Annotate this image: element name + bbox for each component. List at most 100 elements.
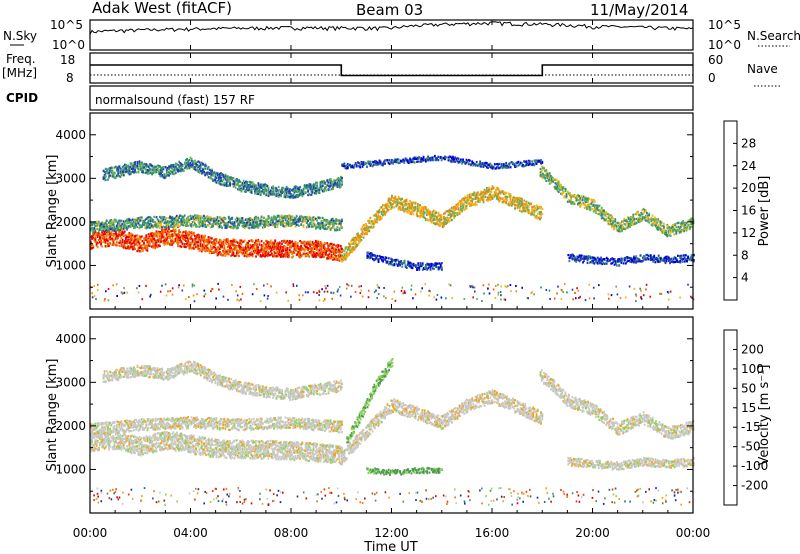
heatmap-cell	[311, 240, 314, 244]
heatmap-cell	[230, 226, 232, 229]
heatmap-cell	[309, 193, 312, 196]
heatmap-cell	[368, 230, 371, 233]
heatmap-cell	[113, 233, 116, 237]
heatmap-cell	[246, 187, 248, 190]
heatmap-cell	[292, 222, 295, 226]
heatmap-cell	[120, 169, 123, 172]
heatmap-cell	[343, 162, 346, 165]
heatmap-cell	[185, 224, 187, 227]
station-title: Adak West (fitACF)	[92, 0, 232, 17]
heatmap-cell	[180, 168, 183, 171]
heatmap-cell	[209, 244, 212, 247]
heatmap-cell	[112, 241, 115, 244]
heatmap-cell	[231, 178, 234, 181]
beam-title: Beam 03	[356, 1, 423, 19]
heatmap-cell	[301, 195, 304, 198]
heatmap-cell	[479, 200, 481, 203]
heatmap-cell	[177, 233, 179, 236]
heatmap-cell	[272, 255, 274, 258]
heatmap-cell	[105, 227, 108, 230]
heatmap-cell	[232, 222, 235, 225]
heatmap-cell	[309, 251, 312, 254]
heatmap-cell	[200, 234, 203, 237]
heatmap-cell	[415, 212, 418, 215]
heatmap-cell	[325, 227, 327, 230]
heatmap-cell	[152, 245, 154, 248]
heatmap-cell	[312, 225, 315, 228]
heatmap-cell	[205, 238, 208, 241]
heatmap-cell	[164, 230, 167, 233]
heatmap-cell	[216, 250, 219, 253]
heatmap-cell	[235, 216, 238, 219]
heatmap-cell	[127, 236, 130, 239]
heatmap-cell	[187, 237, 189, 240]
heatmap-cell	[187, 234, 189, 237]
freq-label-line1: Freq.	[6, 52, 36, 66]
heatmap-cell	[216, 223, 219, 226]
heatmap-cell	[161, 170, 164, 173]
heatmap-cell	[295, 186, 298, 189]
heatmap-cell	[234, 247, 237, 250]
heatmap-cell	[218, 225, 221, 228]
heatmap-cell	[288, 192, 290, 195]
heatmap-cell	[215, 239, 218, 242]
heatmap-cell	[165, 167, 168, 170]
heatmap-cell	[153, 245, 156, 248]
heatmap-cell	[333, 251, 335, 254]
heatmap-cell	[125, 238, 127, 241]
heatmap-cell	[252, 245, 255, 248]
heatmap-cell	[158, 172, 160, 175]
heatmap-cell	[283, 195, 286, 199]
heatmap-cell	[154, 221, 157, 224]
heatmap-cell	[222, 220, 225, 223]
heatmap-cell	[136, 219, 139, 222]
heatmap-cell	[320, 221, 323, 224]
heatmap-cell	[338, 182, 341, 185]
heatmap-cell	[136, 217, 139, 220]
heatmap-cell	[137, 217, 140, 220]
heatmap-cell	[308, 225, 310, 228]
heatmap-cell	[146, 245, 149, 248]
heatmap-cell	[187, 164, 190, 167]
heatmap-cell	[260, 244, 263, 247]
heatmap-cell	[292, 219, 295, 222]
heatmap-cell	[127, 221, 130, 225]
heatmap-cell	[241, 224, 244, 228]
heatmap-cell	[97, 220, 100, 223]
heatmap-cell	[273, 215, 275, 218]
heatmap-cell	[284, 188, 287, 192]
heatmap-cell	[303, 244, 306, 247]
heatmap-cell	[181, 215, 184, 218]
heatmap-cell	[296, 218, 299, 222]
heatmap-cell	[122, 244, 125, 248]
heatmap-cell	[97, 229, 100, 232]
heatmap-cell	[234, 180, 237, 183]
heatmap-cell	[226, 225, 229, 228]
heatmap-cell	[203, 238, 205, 241]
heatmap-cell	[294, 242, 297, 245]
heatmap-cell	[122, 246, 125, 249]
heatmap-cell	[319, 181, 322, 184]
heatmap-cell	[320, 223, 323, 226]
heatmap-cell	[117, 225, 119, 228]
heatmap-cell	[301, 242, 304, 245]
heatmap-cell	[205, 240, 208, 243]
heatmap-cell	[217, 241, 220, 244]
heatmap-cell	[103, 236, 106, 239]
heatmap-cell	[105, 233, 108, 236]
heatmap-cell	[238, 184, 240, 187]
heatmap-cell	[123, 242, 126, 245]
heatmap-cell	[175, 235, 178, 238]
heatmap-cell	[116, 244, 118, 247]
heatmap-cell	[173, 221, 176, 224]
heatmap-cell	[191, 160, 194, 163]
heatmap-cell	[338, 256, 341, 259]
heatmap-cell	[172, 220, 175, 223]
heatmap-cell	[103, 227, 106, 230]
heatmap-cell	[147, 171, 150, 174]
heatmap-cell	[174, 232, 177, 235]
heatmap-cell	[311, 189, 314, 192]
heatmap-cell	[310, 224, 313, 227]
heatmap-cell	[251, 224, 254, 227]
heatmap-cell	[318, 187, 321, 190]
